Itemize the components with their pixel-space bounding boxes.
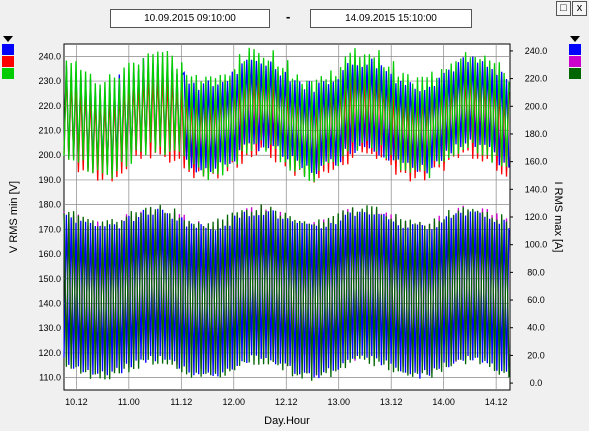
x-tick-label: 12.00: [223, 397, 246, 407]
series-line-5: [63, 204, 510, 381]
x-tick-label: 13.12: [380, 397, 403, 407]
y-right-tick-label: 120.0: [525, 212, 548, 222]
y-right-tick-label: 80.0: [527, 267, 545, 277]
series-line-2: [63, 47, 510, 182]
y-left-tick-label: 240.0: [38, 51, 61, 61]
y-left-tick-label: 130.0: [38, 323, 61, 333]
y-left-tick-label: 120.0: [38, 348, 61, 358]
x-tick-label: 13.00: [327, 397, 350, 407]
y-left-tick-label: 190.0: [38, 175, 61, 185]
legend-swatch-blue[interactable]: [2, 44, 14, 55]
y-left-tick-label: 180.0: [38, 200, 61, 210]
x-tick-label: 10.12: [65, 397, 88, 407]
y-right-tick-label: 240.0: [525, 46, 548, 56]
y-right-tick-label: 200.0: [525, 101, 548, 111]
y-left-tick-label: 150.0: [38, 274, 61, 284]
y-left-tick-label: 110.0: [39, 373, 61, 383]
y-left-tick-label: 140.0: [38, 299, 61, 309]
legend-left: [2, 36, 14, 80]
y-right-tick-label: 220.0: [525, 74, 548, 84]
y-left-tick-label: 210.0: [38, 126, 61, 136]
y-right-tick-label: 180.0: [525, 129, 548, 139]
date-from-field[interactable]: 10.09.2015 09:10:00: [110, 9, 270, 28]
y-left-tick-label: 160.0: [38, 249, 61, 259]
y-right-tick-label: 20.0: [527, 350, 545, 360]
legend-swatch-blue[interactable]: [569, 44, 581, 55]
y-left-axis-title: V RMS min [V]: [8, 181, 20, 253]
legend-right: [569, 36, 581, 80]
chevron-down-icon[interactable]: [570, 36, 580, 42]
date-to-field[interactable]: 14.09.2015 15:10:00: [310, 9, 472, 28]
legend-swatch-darkgreen[interactable]: [569, 68, 581, 79]
x-tick-label: 11.00: [118, 397, 140, 407]
x-tick-label: 14.12: [485, 397, 508, 407]
x-axis-title: Day.Hour: [264, 415, 310, 427]
y-left-tick-label: 220.0: [38, 101, 61, 111]
legend-swatch-green[interactable]: [2, 68, 14, 79]
x-tick-label: 11.12: [170, 397, 192, 407]
y-left-tick-label: 170.0: [38, 224, 61, 234]
x-tick-label: 14.00: [432, 397, 455, 407]
y-left-tick-label: 200.0: [38, 150, 61, 160]
y-right-tick-label: 0.0: [530, 378, 543, 388]
restore-button[interactable]: □: [556, 1, 571, 16]
chevron-down-icon[interactable]: [3, 36, 13, 42]
y-right-tick-label: 140.0: [525, 184, 548, 194]
legend-swatch-red[interactable]: [2, 56, 14, 67]
legend-swatch-magenta[interactable]: [569, 56, 581, 67]
x-tick-label: 12.12: [275, 397, 298, 407]
y-right-axis-title: I RMS max [A]: [552, 182, 564, 253]
y-right-tick-label: 40.0: [527, 323, 545, 333]
close-button[interactable]: x: [572, 1, 587, 16]
y-right-tick-label: 100.0: [525, 240, 548, 250]
date-separator: -: [286, 9, 291, 24]
y-right-tick-label: 160.0: [525, 157, 548, 167]
y-right-tick-label: 60.0: [527, 295, 545, 305]
y-left-tick-label: 230.0: [38, 76, 61, 86]
